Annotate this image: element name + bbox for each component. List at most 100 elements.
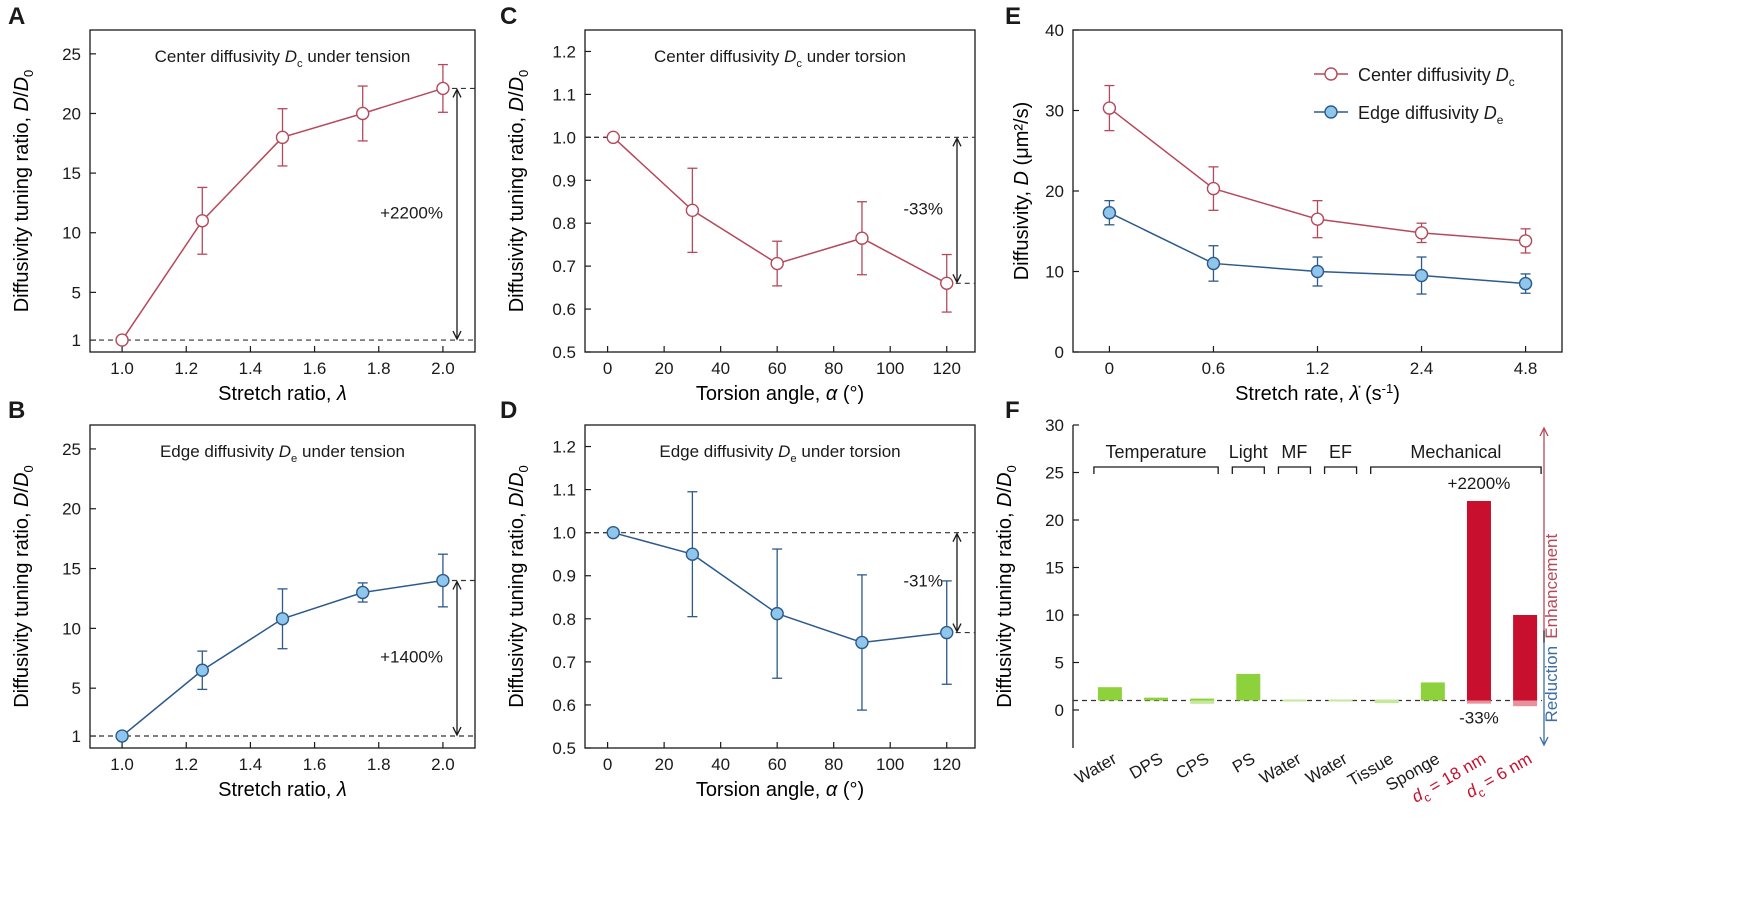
- bar-reduction: [1466, 700, 1491, 704]
- x-axis-label: Stretch ratio, λ: [218, 779, 347, 801]
- x-tick-label: 120: [933, 359, 961, 378]
- bar-enhancement: [1328, 699, 1353, 702]
- x-tick-label: 2.4: [1410, 359, 1434, 378]
- group-bracket: [1093, 466, 1219, 474]
- chart-title: Edge diffusivity De under tension: [160, 442, 405, 465]
- x-tick-label: 60: [768, 755, 787, 774]
- y-tick-label: 20: [62, 104, 81, 123]
- data-point: [606, 130, 620, 145]
- series-1: [1102, 84, 1533, 254]
- series-2: [1102, 200, 1533, 295]
- data-point: [436, 573, 450, 588]
- x-tick-label: 1.2: [174, 755, 198, 774]
- y-tick-label: 0.7: [552, 653, 576, 672]
- x-tick-label: 1.4: [239, 755, 263, 774]
- group-label: Mechanical: [1410, 442, 1501, 462]
- y-tick-label: 15: [1045, 559, 1064, 578]
- series-1: [606, 491, 954, 711]
- legend-entry: Edge diffusivity De: [1358, 103, 1504, 127]
- y-tick-label: 1.2: [552, 438, 576, 457]
- x-axis-label: Torsion angle, α (°): [696, 383, 864, 405]
- arrow-head: [952, 274, 962, 284]
- y-tick-label: 0.5: [552, 343, 576, 362]
- data-point: [115, 333, 129, 347]
- data-point: [940, 625, 954, 640]
- y-axis-label: Diffusivity tuning ratio, D/D0: [11, 70, 36, 313]
- data-point: [685, 547, 700, 561]
- y-tick-label: 1.1: [552, 85, 576, 104]
- data-point: [195, 663, 209, 677]
- y-tick-label: 20: [1045, 182, 1064, 201]
- x-tick-label: 2.0: [431, 359, 455, 378]
- category-label: Water: [1302, 749, 1351, 788]
- group-label: Light: [1229, 442, 1268, 462]
- x-tick-label: 1.4: [239, 359, 263, 378]
- bar-enhancement: [1420, 682, 1445, 701]
- plot-frame: [89, 29, 476, 353]
- y-tick-label: 0.9: [552, 171, 576, 190]
- category-label: Water: [1256, 749, 1305, 788]
- data-point: [436, 81, 450, 96]
- group-bracket: [1231, 466, 1265, 474]
- x-axis-label: Torsion angle, α (°): [696, 779, 864, 801]
- data-point: [356, 106, 370, 121]
- data-point: [1518, 276, 1533, 291]
- y-axis-label: Diffusivity, D (μm²/s): [1011, 102, 1033, 281]
- data-point: [1206, 181, 1221, 196]
- arrow-head: [1539, 426, 1549, 437]
- y-tick-label: 0.9: [552, 567, 576, 586]
- data-point: [115, 729, 129, 743]
- y-tick-label: 20: [1045, 511, 1064, 530]
- arrow-head: [452, 580, 462, 590]
- chart-title: Center diffusivity Dc under tension: [155, 47, 411, 70]
- y-tick-label: 0.6: [552, 696, 576, 715]
- x-tick-label: 1.2: [174, 359, 198, 378]
- x-tick-label: 1.6: [303, 359, 327, 378]
- data-point: [606, 525, 620, 540]
- data-point: [940, 276, 954, 291]
- x-tick-label: 40: [711, 359, 730, 378]
- data-point: [855, 231, 869, 245]
- arrow-head: [452, 87, 462, 98]
- bar-enhancement: [1513, 615, 1538, 701]
- x-tick-label: 20: [655, 755, 674, 774]
- series-1: [115, 553, 450, 743]
- y-tick-label: 0.7: [552, 257, 576, 276]
- data-point: [275, 612, 290, 626]
- series-1: [606, 130, 954, 313]
- category-label: PS: [1229, 749, 1258, 777]
- panel-e: E 0 0.6 1.2 2.4 4.8 0 10 20 30 40 Stretch rate, λ̇ …: [1005, 3, 1563, 405]
- x-tick-label: 0: [603, 359, 612, 378]
- x-tick-label: 100: [876, 755, 904, 774]
- category-label: Water: [1072, 749, 1121, 788]
- panel-d: D 0 20 40 60 80 100 120 0.5 0.6 0.7 0.8 0.9 1.0 1.1 1.2…: [500, 397, 976, 801]
- annotation-label: +2200%: [380, 203, 443, 222]
- annotation-label: -31%: [903, 572, 943, 591]
- data-point: [770, 606, 784, 621]
- x-axis-label: Stretch ratio, λ: [218, 383, 347, 405]
- data-point: [1206, 256, 1221, 271]
- y-tick-label: 15: [62, 164, 81, 183]
- x-tick-label: 1.0: [110, 755, 134, 774]
- data-point: [770, 256, 784, 271]
- y-axis-label: Diffusivity tuning ratio, D/D0: [11, 465, 36, 708]
- y-tick-label: 0.8: [552, 214, 576, 233]
- panel-c: C 0 20 40 60 80 100 120 0.5 0.6 0.7 0.8 0.9 1.0 1.1 1.2…: [500, 3, 976, 405]
- annotation-label: -33%: [903, 199, 943, 218]
- arrow-head: [1539, 736, 1549, 747]
- x-axis-label: Stretch rate, λ̇ (s-1): [1235, 381, 1400, 405]
- data-point: [356, 585, 370, 600]
- bar-reduction: [1374, 700, 1399, 704]
- bar-enhancement: [1466, 501, 1491, 701]
- y-tick-label: 30: [1045, 102, 1064, 121]
- y-tick-label: 1: [72, 331, 81, 350]
- data-point: [275, 130, 290, 145]
- y-tick-label: 20: [62, 500, 81, 519]
- group-bracket: [1277, 466, 1312, 474]
- legend: Center diffusivity Dc Edge diffusivity De: [1314, 65, 1515, 127]
- x-tick-label: 4.8: [1514, 359, 1538, 378]
- y-tick-label: 10: [1045, 263, 1064, 282]
- category-label: DPS: [1126, 749, 1166, 783]
- y-tick-label: 25: [62, 45, 81, 64]
